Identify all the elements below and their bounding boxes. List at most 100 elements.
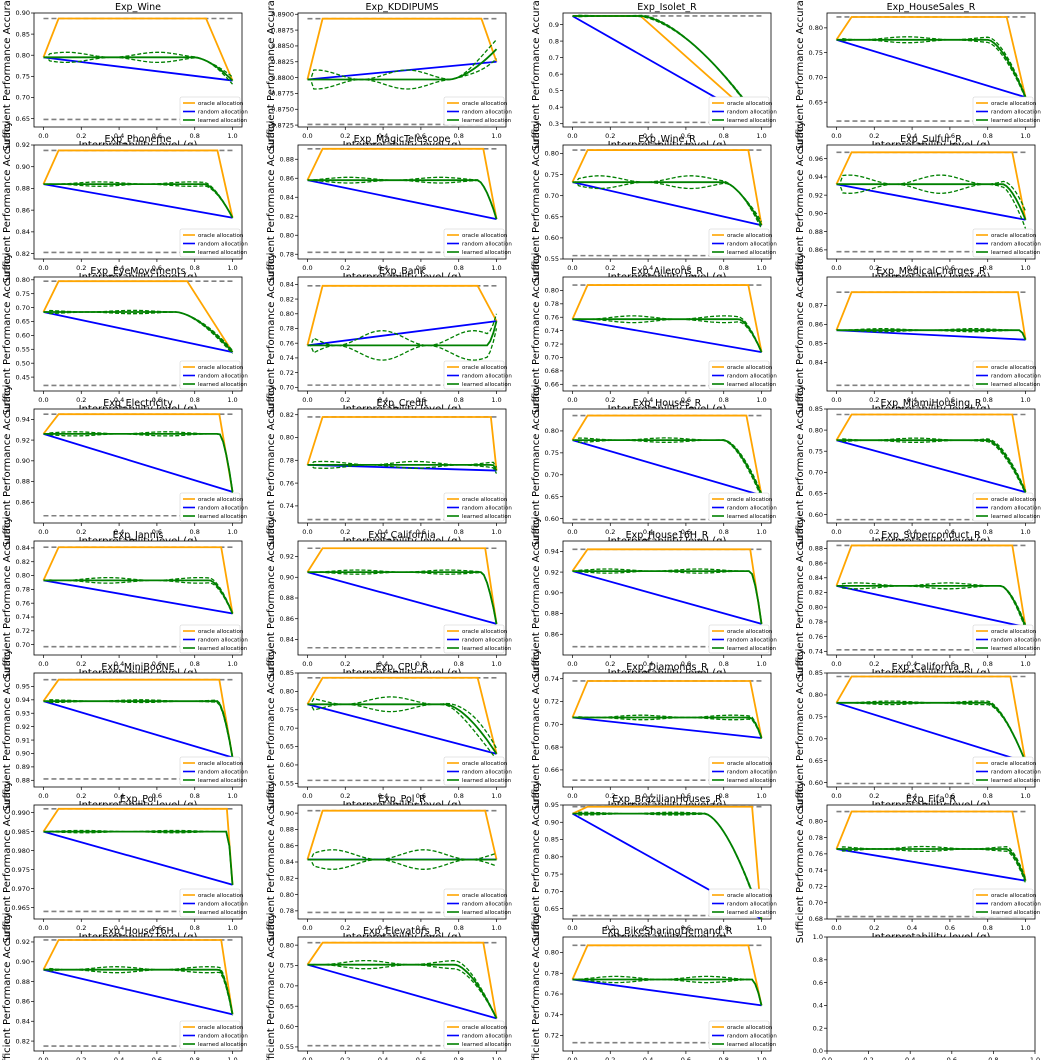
subplot-title: Exp_Wine_R (638, 134, 696, 145)
legend-label: random allocation (727, 638, 777, 644)
oracle-series (42, 678, 234, 758)
x-tick-label: 0.4 (114, 1056, 124, 1060)
random-series (307, 179, 497, 220)
y-tick-label: 0.65 (16, 115, 30, 123)
legend: oracle allocation random allocation learne… (708, 888, 777, 918)
legend-label: oracle allocation (727, 365, 773, 371)
x-tick-label: 0.2 (605, 792, 615, 800)
y-tick-label: 0.92 (16, 141, 30, 149)
x-tick-label: 0.4 (907, 792, 917, 800)
learned-series (836, 585, 1027, 628)
x-tick-label: 0.8 (983, 132, 993, 140)
x-tick-label: 0.0 (831, 132, 841, 140)
oracle-series (42, 149, 234, 218)
x-tick-label: 0.6 (152, 132, 162, 140)
legend-label: learned allocation (462, 910, 512, 916)
x-tick-label: 0.0 (38, 660, 48, 668)
subplot: Exp_Pol_R 0.0 0.2 0.4 0.6 0.8 1.0 0.78 0.80 0.82 0… (266, 781, 512, 944)
legend-box (179, 96, 241, 126)
y-tick-label: 0.74 (280, 502, 294, 510)
series-group (571, 944, 763, 1044)
y-tick-label: 0.90 (280, 573, 294, 581)
x-tick-label: 0.2 (76, 1056, 86, 1060)
y-tick-label: 0.86 (16, 498, 30, 506)
subplot-title: Exp_Sulfur_R (900, 134, 962, 145)
y-tick-label: 0.6 (549, 70, 559, 78)
x-tick-label: 0.6 (681, 1056, 691, 1060)
x-tick-label: 0.4 (378, 396, 388, 404)
y-tick-label: 0.90 (16, 9, 30, 17)
x-tick-label: 0.0 (302, 792, 312, 800)
x-tick-label: 1.0 (491, 1056, 501, 1060)
x-tick-label: 0.2 (605, 660, 615, 668)
y-tick-label: 0.92 (16, 436, 30, 444)
legend: oracle allocation random allocation learne… (179, 756, 248, 786)
legend-label: oracle allocation (198, 497, 244, 503)
series-group (42, 413, 234, 517)
y-tick-label: 0.84 (280, 858, 294, 866)
legend-label: random allocation (462, 902, 512, 908)
y-tick-label: 0.90 (545, 818, 559, 826)
random-series (836, 584, 1026, 628)
y-tick-label: 0.50 (16, 359, 30, 367)
legend-label: oracle allocation (462, 761, 508, 767)
x-tick-label: 0.4 (378, 924, 388, 932)
y-tick-label: 0.70 (16, 94, 30, 102)
series-group (572, 805, 763, 919)
x-tick-label: 0.0 (567, 264, 577, 272)
legend: oracle allocation random allocation learne… (972, 228, 1041, 258)
legend-label: random allocation (727, 770, 777, 776)
x-tick-label: 0.8 (190, 132, 200, 140)
y-tick-label: 0.88 (16, 185, 30, 193)
x-tick-label: 0.6 (947, 1056, 957, 1060)
y-tick-label: 0.86 (280, 842, 294, 850)
legend: oracle allocation random allocation learne… (443, 1020, 512, 1050)
x-tick-label: 0.8 (454, 1056, 464, 1060)
series-group (306, 284, 498, 386)
x-tick-label: 0.8 (190, 924, 200, 932)
legend: oracle allocation random allocation learne… (179, 360, 248, 390)
y-tick-label: 0.60 (545, 234, 559, 242)
x-tick-label: 0.2 (76, 924, 86, 932)
y-tick-label: 0.8725 (271, 121, 294, 129)
y-tick-label: 0.76 (545, 990, 559, 998)
y-axis-label: Sufficient Performance Accuracy (531, 517, 542, 680)
subplot-title: Exp_Wine (115, 2, 161, 13)
random-series (43, 830, 233, 886)
subplot-title: Exp_MagicTelescope (354, 134, 451, 145)
y-tick-label: 0.70 (545, 354, 559, 362)
legend: oracle allocation random allocation learne… (972, 888, 1041, 918)
legend-label: learned allocation (198, 646, 248, 652)
subplot: Exp_Jannis 0.0 0.2 0.4 0.6 0.8 1.0 0.70 0.72 0.74… (2, 517, 248, 680)
x-tick-label: 1.0 (756, 792, 766, 800)
x-tick-label: 1.0 (1020, 396, 1030, 404)
subplot: Exp_California 0.0 0.2 0.4 0.6 0.8 1.0 0.84 0.86… (266, 517, 512, 680)
legend-label: learned allocation (198, 250, 248, 256)
x-tick-label: 0.8 (190, 792, 200, 800)
y-tick-label: 0.86 (16, 206, 30, 214)
subplot: Exp_Wine 0.0 0.2 0.4 0.6 0.8 1.0 0.65 0.70 0.75 0.… (2, 0, 248, 151)
series-group (571, 680, 763, 781)
subplot-title: Exp_Jannis (113, 530, 164, 541)
y-tick-label: 0.85 (809, 405, 823, 413)
x-tick-label: 0.8 (190, 660, 200, 668)
y-axis-label: Sufficient Performance Accuracy (531, 253, 542, 416)
legend-label: random allocation (991, 638, 1041, 644)
x-tick-label: 0.2 (76, 396, 86, 404)
legend-box (179, 1020, 241, 1050)
legend: oracle allocation random allocation learne… (708, 96, 777, 126)
legend-label: learned allocation (198, 514, 248, 520)
legend: oracle allocation random allocation learne… (443, 624, 512, 654)
x-tick-label: 0.2 (76, 792, 86, 800)
x-tick-label: 1.0 (227, 1056, 237, 1060)
y-axis-label: Sufficient Performance Accuracy (266, 253, 277, 416)
legend-box (708, 624, 770, 654)
x-tick-label: 0.2 (605, 528, 615, 536)
x-tick-label: 1.0 (491, 792, 501, 800)
legend-box (179, 492, 241, 522)
x-tick-label: 1.0 (756, 528, 766, 536)
y-tick-label: 0.92 (16, 938, 30, 946)
x-tick-label: 0.4 (905, 1056, 915, 1060)
y-tick-label: 0.75 (809, 713, 823, 721)
